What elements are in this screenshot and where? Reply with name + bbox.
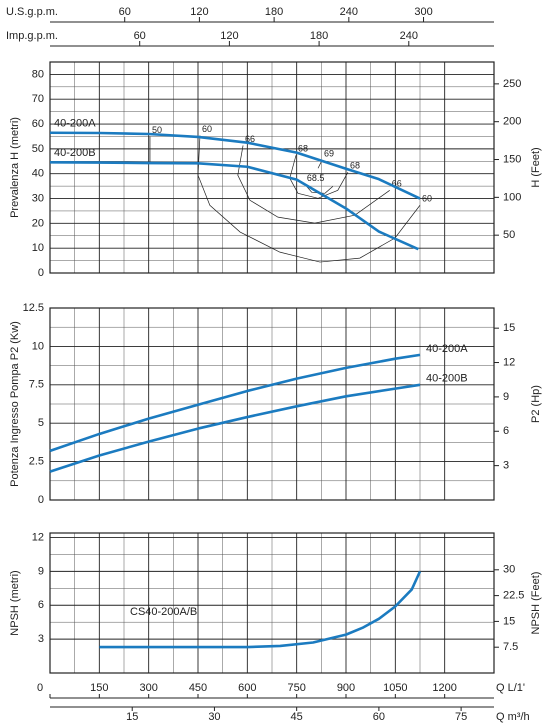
curve [49,160,419,251]
efficiency-label: 66 [245,134,255,144]
y2-axis-title: H (Feet) [530,147,542,187]
y-tick-label: 50 [32,143,44,155]
axis-tick-label: 180 [310,30,328,42]
axis-title: Imp.g.p.m. [6,30,58,42]
y2-tick-label: 3 [503,460,509,472]
axis-tick-label: 180 [265,6,283,18]
efficiency-label: 68 [350,161,360,171]
plot-frame [49,532,495,674]
axis-tick-label: 120 [190,6,208,18]
y-tick-label: 3 [38,633,44,645]
efficiency-label: 66 [392,179,402,189]
y-tick-label: 30 [32,192,44,204]
x-tick-label: 600 [238,682,256,694]
y-tick-label: 60 [32,118,44,130]
y2-tick-label: 100 [503,191,521,203]
efficiency-curve [289,155,349,199]
y2-tick-label: 30 [503,564,515,576]
x2-tick-label: 30 [208,711,220,723]
y2-axis-title: NPSH (Feet) [530,572,542,635]
curve [99,570,422,649]
y-tick-label: 7.5 [29,379,44,391]
efficiency-label: 68.5 [307,173,325,183]
y-tick-label: 0 [38,494,44,506]
x-tick-label: 450 [189,682,207,694]
axis-tick-label: 120 [220,30,238,42]
x-axis-title: Q L/1' [496,682,525,694]
y2-tick-label: 15 [503,322,515,334]
series-label: CS40-200A/B [130,606,197,618]
y2-tick-label: 150 [503,153,521,165]
y-tick-label: 20 [32,217,44,229]
y-tick-label: 12.5 [23,302,44,314]
axis-title: U.S.g.p.m. [6,6,58,18]
x-tick-label: 1200 [432,682,456,694]
series-label: 40-200B [54,147,96,159]
x-tick-label: 900 [337,682,355,694]
axis-tick-label: 60 [119,6,131,18]
x2-tick-label: 60 [373,711,385,723]
y-tick-label: 6 [38,599,44,611]
axis-tick-label: 240 [340,6,358,18]
efficiency-label: 69 [324,149,334,159]
y-tick-label: 10 [32,340,44,352]
y2-tick-label: 22.5 [503,590,524,602]
plot-frame [49,307,495,501]
y-tick-label: 80 [32,68,44,80]
curve [49,131,421,200]
efficiency-label: 60 [202,124,212,134]
efficiency-curve [197,135,421,263]
y-tick-label: 10 [32,242,44,254]
y2-tick-label: 9 [503,391,509,403]
y2-tick-label: 15 [503,615,515,627]
y2-tick-label: 7.5 [503,641,518,653]
y-tick-label: 9 [38,565,44,577]
y-tick-label: 40 [32,168,44,180]
y-tick-label: 5 [38,417,44,429]
y-axis-title: Prevalenza H (metri) [9,117,21,218]
efficiency-label: 50 [152,125,162,135]
y2-tick-label: 250 [503,78,521,90]
series-label: 40-200B [426,373,468,385]
curve [49,383,421,473]
x-tick-label: 150 [90,682,108,694]
x-tick-label: 0 [37,682,43,694]
y-tick-label: 70 [32,93,44,105]
y2-tick-label: 6 [503,425,509,437]
x2-tick-label: 75 [455,711,467,723]
y2-tick-label: 50 [503,229,515,241]
y-axis-title: Potenza Ingresso Pompa P2 (Kw) [9,321,21,487]
series-label: 40-200A [426,343,468,355]
series-label: 40-200A [54,118,96,130]
x-tick-label: 1050 [383,682,407,694]
x-tick-label: 750 [287,682,305,694]
y-tick-label: 0 [38,267,44,279]
x2-axis-title: Q m³/h [496,711,530,723]
y-axis-title: NPSH (metri) [9,570,21,635]
y-tick-label: 12 [32,531,44,543]
y-tick-label: 2.5 [29,456,44,468]
efficiency-label: 60 [422,194,432,204]
y2-axis-title: P2 (Hp) [530,385,542,423]
curve [49,353,421,453]
x2-tick-label: 15 [126,711,138,723]
x-tick-label: 300 [139,682,157,694]
y2-tick-label: 12 [503,356,515,368]
plot-frame [49,61,495,274]
x2-tick-label: 45 [291,711,303,723]
axis-tick-label: 60 [134,30,146,42]
efficiency-label: 68 [298,144,308,154]
y2-tick-label: 200 [503,116,521,128]
axis-tick-label: 300 [414,6,432,18]
axis-tick-label: 240 [400,30,418,42]
